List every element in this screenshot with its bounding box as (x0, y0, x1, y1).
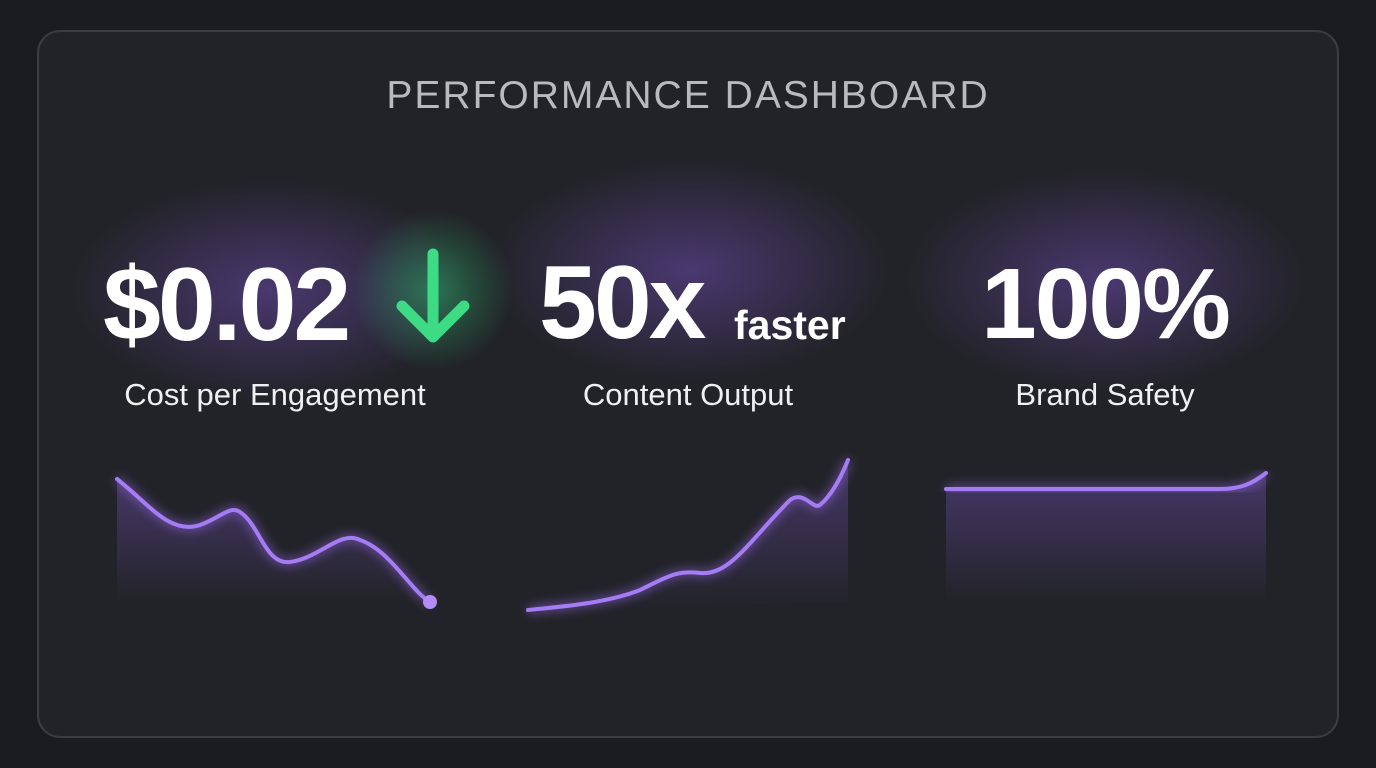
sparkline (114, 475, 437, 609)
metric-value: 100% (981, 248, 1229, 360)
glow (905, 170, 1305, 390)
metric-value: 50x (539, 245, 707, 361)
metric-suffix: faster (734, 302, 846, 348)
glow (490, 160, 890, 380)
glow (70, 180, 470, 400)
metric-value: $0.02 (103, 247, 348, 363)
metric-label: Content Output (583, 377, 794, 412)
sparkline (526, 458, 852, 614)
down-arrow-icon (396, 248, 470, 343)
dashboard-title: PERFORMANCE DASHBOARD (386, 74, 989, 117)
sparkline (944, 469, 1269, 602)
metric-label: Brand Safety (1015, 377, 1195, 412)
metric-label: Cost per Engagement (124, 377, 426, 412)
